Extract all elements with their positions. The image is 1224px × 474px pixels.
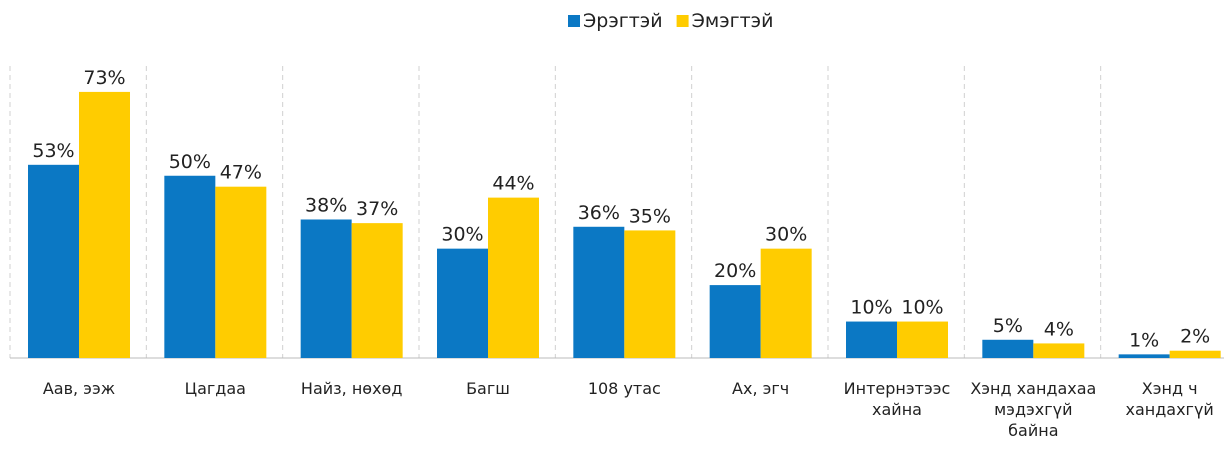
data-label: 50% — [169, 151, 211, 173]
bar — [437, 248, 488, 358]
bar — [624, 230, 676, 358]
data-label: 4% — [1044, 318, 1074, 340]
data-label: 5% — [993, 315, 1023, 337]
data-label: 30% — [441, 224, 483, 246]
x-tick-label: Найз, нөхөд — [300, 379, 403, 398]
data-label: 35% — [629, 205, 671, 227]
bar — [300, 219, 352, 358]
bar — [1118, 354, 1170, 358]
data-label: 37% — [356, 198, 398, 220]
bar — [573, 226, 625, 358]
data-label: 44% — [492, 173, 534, 195]
bar — [215, 186, 267, 358]
data-label: 2% — [1180, 326, 1210, 348]
data-label: 47% — [220, 162, 262, 184]
x-tick-label: Цагдаа — [184, 379, 246, 398]
x-tick-label: Аав, ээж — [42, 379, 116, 398]
x-tick-label: Хэнд ч хандахгүй — [1125, 379, 1214, 419]
bar — [351, 223, 403, 358]
bar — [982, 339, 1034, 358]
x-tick-label: Интернэтээс хайна — [843, 379, 951, 419]
x-tick-label: 108 утас — [587, 379, 661, 398]
bar — [846, 321, 897, 358]
data-label: 73% — [83, 67, 125, 89]
bar — [897, 321, 948, 358]
legend-label: Эмэгтэй — [692, 10, 774, 32]
bar — [164, 175, 216, 358]
bar — [1033, 343, 1085, 358]
bar — [488, 197, 539, 358]
bar — [28, 164, 79, 358]
legend-label: Эрэгтэй — [583, 10, 663, 32]
bar — [709, 285, 761, 358]
data-label: 10% — [850, 297, 892, 319]
x-tick-label: Хэнд хандахаа мэдэхгүй байна — [970, 379, 1097, 440]
legend-swatch — [568, 15, 580, 27]
bar — [79, 91, 130, 358]
legend-swatch — [676, 15, 689, 27]
data-label: 30% — [765, 224, 807, 246]
x-tick-label: Ах, эгч — [732, 379, 790, 398]
data-label: 1% — [1129, 329, 1159, 351]
data-label: 36% — [578, 202, 620, 224]
data-label: 53% — [32, 140, 74, 162]
x-tick-label: Багш — [466, 379, 510, 398]
bar — [1169, 350, 1221, 358]
bar — [760, 248, 812, 358]
data-label: 10% — [901, 297, 943, 319]
data-label: 20% — [714, 260, 756, 282]
data-label: 38% — [305, 194, 347, 216]
